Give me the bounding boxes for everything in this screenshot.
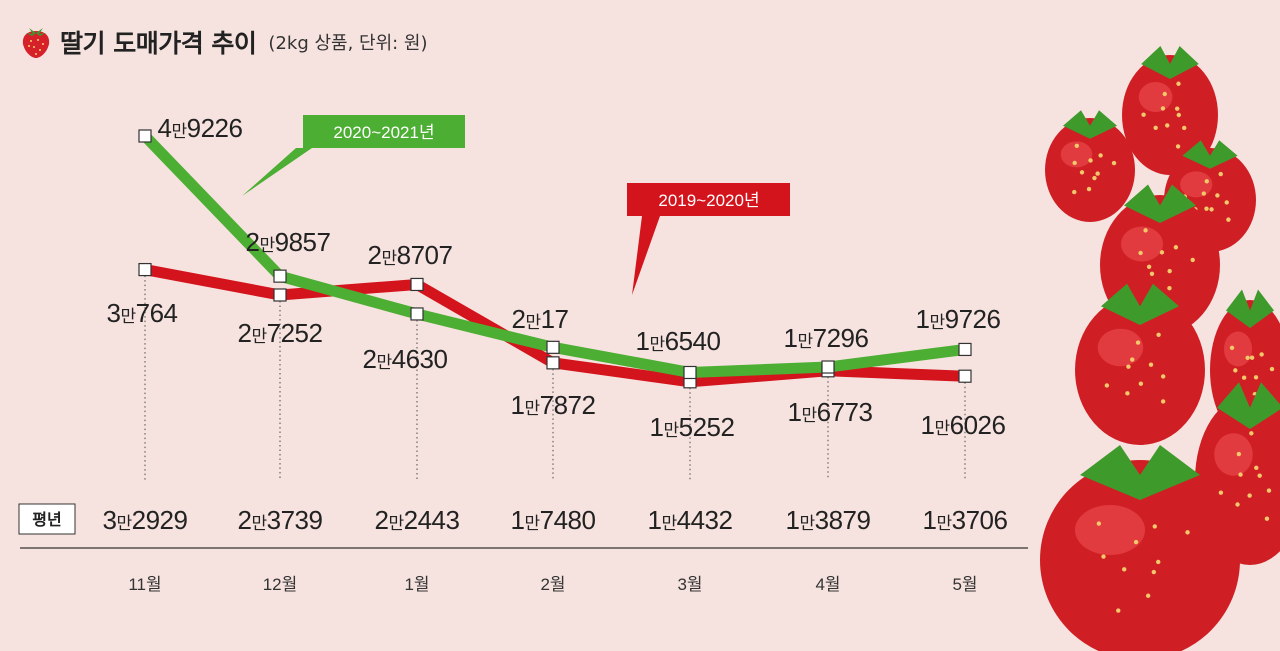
legend-label: 2020~2021년 <box>333 123 434 142</box>
x-tick-label: 12월 <box>263 575 298 594</box>
data-point <box>546 356 560 370</box>
data-point <box>138 262 152 277</box>
average-value: 1만3706 <box>923 505 1008 535</box>
x-tick-label: 1월 <box>404 575 429 594</box>
average-label: 평년 <box>32 510 61 529</box>
chart-title: 딸기 도매가격 추이 <box>60 29 257 58</box>
data-point <box>410 277 424 292</box>
strawberry-icon <box>1040 445 1240 651</box>
strawberry-icon <box>22 28 50 58</box>
data-point <box>410 307 424 321</box>
x-tick-label: 11월 <box>128 575 161 594</box>
data-point <box>546 340 560 354</box>
x-tick-label: 2월 <box>540 575 565 594</box>
legend-callout-green: 2020~2021년 <box>242 115 465 196</box>
header: 딸기 도매가격 추이 (2kg 상품, 단위: 원) <box>20 24 428 60</box>
data-label: 1만7872 <box>511 390 596 420</box>
x-tick-label: 3월 <box>677 575 702 594</box>
strawberry-icon <box>1195 382 1280 565</box>
average-value: 1만7480 <box>511 505 596 535</box>
data-label: 1만6026 <box>921 410 1006 440</box>
data-label: 1만7296 <box>784 323 869 353</box>
strawberry-icon <box>1045 110 1135 222</box>
data-label: 1만9726 <box>916 304 1001 334</box>
data-label: 3만764 <box>107 298 178 328</box>
average-value: 2만2443 <box>375 505 460 535</box>
average-value: 3만2929 <box>103 505 188 535</box>
data-label: 2만7252 <box>238 318 323 348</box>
data-point <box>273 269 287 283</box>
data-label: 2만8707 <box>368 240 453 270</box>
data-point <box>958 369 972 383</box>
chart-subtitle: (2kg 상품, 단위: 원) <box>268 33 428 54</box>
average-value: 2만3739 <box>238 505 323 535</box>
legend-label: 2019~2020년 <box>658 191 759 210</box>
data-point <box>138 129 152 143</box>
strawberry-icon <box>1122 46 1218 175</box>
data-label: 4만9226 <box>158 113 243 143</box>
average-value: 1만4432 <box>648 505 733 535</box>
x-tick-label: 5월 <box>952 575 977 594</box>
strawberry-icon <box>1075 283 1205 445</box>
data-point <box>273 288 287 302</box>
legend-callout-red: 2019~2020년 <box>627 183 790 295</box>
data-label: 1만5252 <box>650 412 735 442</box>
data-label: 2만9857 <box>246 227 331 257</box>
average-row-label: 평년 <box>18 503 76 535</box>
data-point <box>958 342 972 357</box>
data-point <box>683 365 697 380</box>
x-tick-label: 4월 <box>815 575 840 594</box>
data-label: 2만17 <box>511 304 568 334</box>
data-label: 2만4630 <box>363 344 448 374</box>
strawberries-photo <box>1040 46 1280 651</box>
data-label: 1만6773 <box>788 397 873 427</box>
data-label: 1만6540 <box>636 326 721 356</box>
data-point <box>821 360 835 374</box>
average-value: 1만3879 <box>786 505 871 535</box>
